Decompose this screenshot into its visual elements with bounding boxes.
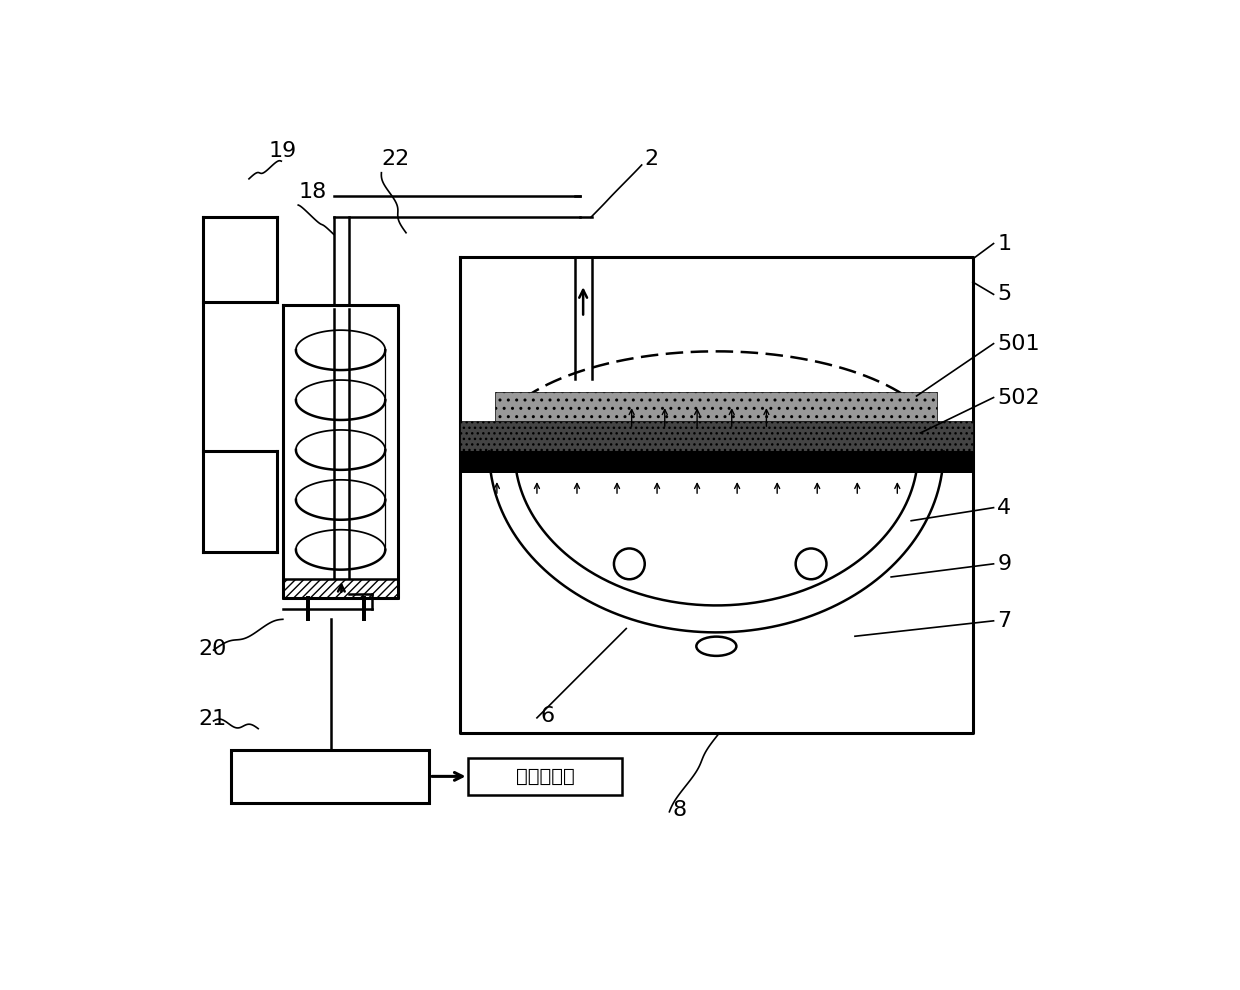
Bar	[495, 392, 937, 421]
Text: 19: 19	[269, 142, 296, 161]
Text: 502: 502	[997, 387, 1040, 408]
Text: 8: 8	[672, 800, 687, 821]
Text: 7: 7	[997, 611, 1012, 631]
Text: 4: 4	[997, 498, 1012, 518]
Text: 5: 5	[997, 284, 1012, 304]
Text: 2: 2	[645, 148, 658, 169]
Text: 21: 21	[198, 710, 227, 730]
Bar	[231, 750, 429, 803]
Text: 6: 6	[541, 706, 554, 726]
Text: 22: 22	[382, 148, 409, 169]
Text: 9: 9	[997, 553, 1012, 574]
Text: 18: 18	[299, 182, 326, 202]
Bar	[283, 579, 398, 598]
Bar	[460, 421, 972, 451]
Text: 20: 20	[198, 639, 227, 658]
Text: 至炉腹下方: 至炉腹下方	[516, 767, 574, 786]
Bar	[469, 758, 621, 795]
Text: 501: 501	[997, 334, 1040, 353]
Text: 1: 1	[997, 234, 1012, 253]
Bar	[460, 451, 972, 473]
